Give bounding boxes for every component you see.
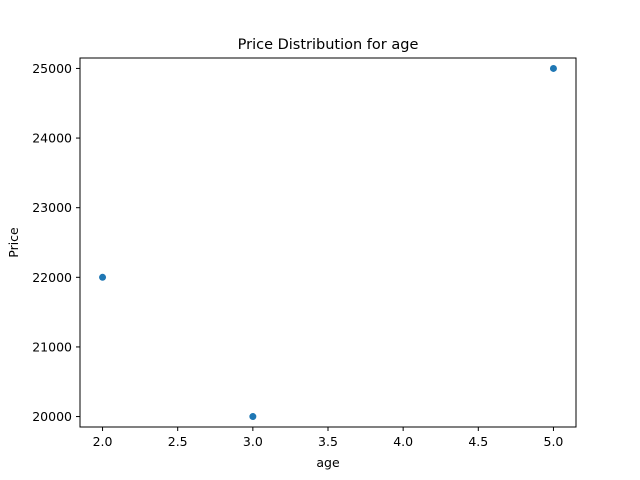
y-tick-label: 24000 — [32, 131, 72, 146]
y-tick-label: 22000 — [32, 270, 72, 285]
plot-area-frame — [79, 57, 577, 428]
y-tick-label: 25000 — [32, 61, 72, 76]
y-tick-label: 21000 — [32, 339, 72, 354]
x-tick-label: 5.0 — [544, 434, 564, 449]
y-axis-ticks: 20000 21000 22000 23000 24000 25000 — [32, 61, 80, 424]
scatter-point — [99, 273, 107, 281]
y-tick-label: 20000 — [32, 409, 72, 424]
y-tick-label: 23000 — [32, 200, 72, 215]
scatter-point — [249, 413, 257, 421]
x-axis-ticks: 2.0 2.5 3.0 3.5 4.0 4.5 5.0 — [93, 427, 564, 449]
x-tick-label: 4.0 — [393, 434, 413, 449]
x-tick-label: 4.5 — [468, 434, 488, 449]
scatter-point — [549, 64, 557, 72]
chart-title: Price Distribution for age — [238, 37, 419, 53]
x-axis-label: age — [316, 455, 340, 470]
y-axis-label: Price — [6, 227, 21, 258]
x-tick-label: 2.0 — [93, 434, 113, 449]
data-points — [99, 64, 557, 421]
x-tick-label: 3.0 — [243, 434, 263, 449]
x-tick-label: 3.5 — [318, 434, 338, 449]
x-tick-label: 2.5 — [168, 434, 188, 449]
